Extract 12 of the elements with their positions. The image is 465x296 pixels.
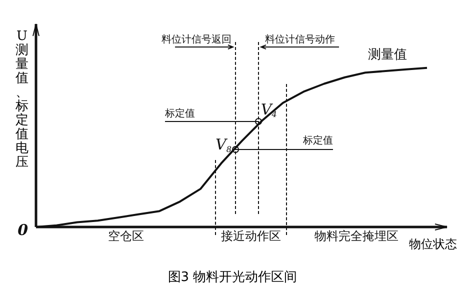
annotation: 标定值 [302, 134, 334, 147]
annotation: 标定值 [164, 108, 196, 120]
series-label: 测量值 [368, 48, 407, 63]
text: 接近动作区 [221, 229, 282, 244]
text: 物料完全掩埋区 [314, 229, 399, 244]
x-axis-title: 物位状态 [409, 236, 457, 253]
text: U测量值、标定值电压 [16, 29, 28, 170]
text: 0 [18, 220, 29, 239]
text: 料位计信号返回 [161, 34, 232, 46]
text: 料位计信号动作 [264, 34, 335, 46]
text: 空仓区 [108, 229, 144, 244]
text: 图3 物料开光动作区间 [166, 269, 298, 286]
